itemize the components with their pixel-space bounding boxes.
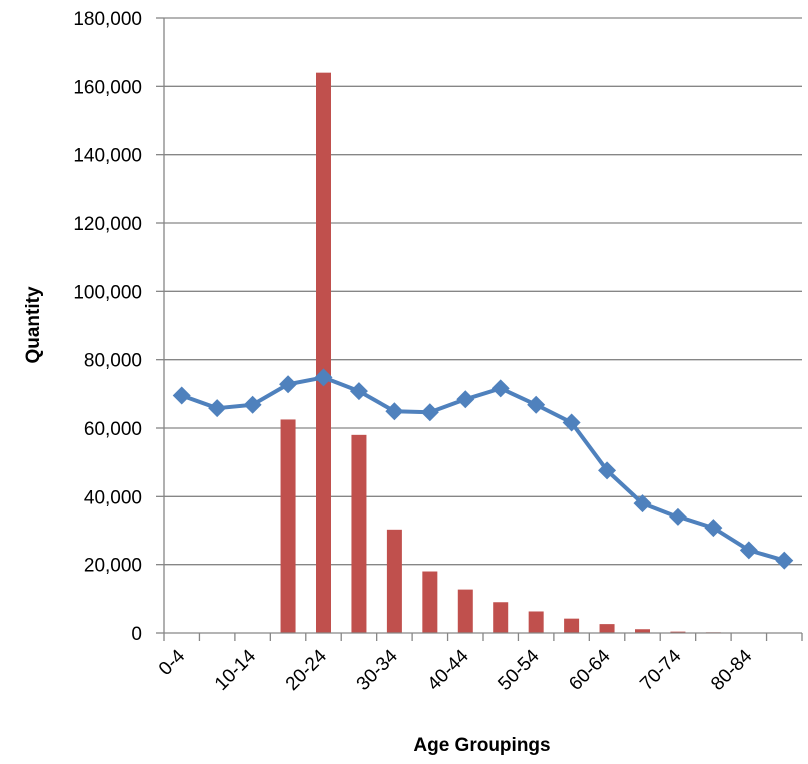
x-tick-label: 50-54 bbox=[494, 645, 544, 695]
y-tick-label: 20,000 bbox=[84, 556, 142, 577]
bar bbox=[422, 571, 438, 633]
axes bbox=[156, 17, 803, 641]
line-point bbox=[527, 395, 546, 414]
line-point bbox=[633, 494, 652, 513]
bar bbox=[351, 434, 367, 633]
line-point bbox=[775, 551, 794, 570]
series-line bbox=[181, 375, 785, 563]
x-tick-label: 10-14 bbox=[211, 645, 261, 695]
line-point bbox=[598, 461, 617, 480]
line-point bbox=[420, 403, 439, 422]
line-point bbox=[668, 507, 687, 526]
bar bbox=[280, 419, 296, 633]
x-tick-label: 60-64 bbox=[565, 645, 615, 695]
bar bbox=[316, 72, 331, 633]
y-tick-label: 80,000 bbox=[84, 351, 142, 372]
line-series bbox=[172, 368, 794, 570]
bar bbox=[457, 589, 473, 633]
bar bbox=[386, 529, 402, 633]
bar bbox=[635, 629, 650, 633]
line-point bbox=[279, 375, 298, 394]
x-tick-labels: 0-4 10-14 20-24 30-34 40-44 50-54 60-64 70-74 80… bbox=[155, 645, 757, 695]
x-tick-label: 70-74 bbox=[636, 645, 686, 695]
bar bbox=[670, 631, 686, 633]
bar bbox=[493, 602, 509, 633]
line-point bbox=[172, 386, 191, 405]
x-tick-label: 30-34 bbox=[353, 645, 403, 695]
y-tick-label: 60,000 bbox=[84, 419, 142, 440]
y-tick-label: 0 bbox=[131, 624, 142, 645]
line-point bbox=[385, 402, 404, 421]
line-point bbox=[349, 382, 368, 401]
x-axis-title: Age Groupings bbox=[413, 735, 550, 756]
y-tick-label: 100,000 bbox=[73, 282, 142, 303]
line-point bbox=[314, 368, 333, 387]
line-point bbox=[208, 399, 227, 418]
line-point bbox=[243, 395, 262, 414]
y-tick-label: 140,000 bbox=[73, 146, 142, 167]
x-tick-label: 0-4 bbox=[155, 645, 190, 680]
bar bbox=[528, 611, 544, 633]
line-point bbox=[704, 519, 723, 538]
y-axis-title: Quantity bbox=[23, 286, 44, 363]
y-tick-label: 120,000 bbox=[73, 214, 142, 235]
bar bbox=[564, 618, 580, 633]
y-tick-label: 180,000 bbox=[73, 9, 142, 30]
x-tick-label: 40-44 bbox=[424, 645, 474, 695]
x-tick-label: 20-24 bbox=[282, 645, 332, 695]
line-point bbox=[562, 413, 581, 432]
line-point bbox=[739, 541, 758, 560]
y-tick-label: 40,000 bbox=[84, 487, 142, 508]
gridlines bbox=[164, 17, 802, 566]
y-tick-label: 160,000 bbox=[73, 77, 142, 98]
bar bbox=[599, 624, 615, 633]
line-point bbox=[456, 390, 475, 409]
bar-series bbox=[280, 72, 721, 633]
line-point bbox=[491, 379, 510, 398]
x-tick-label: 80-84 bbox=[707, 645, 757, 695]
y-tick-labels: 0 20,000 40,000 60,000 80,000 100,000 120,000 1… bbox=[73, 9, 142, 645]
